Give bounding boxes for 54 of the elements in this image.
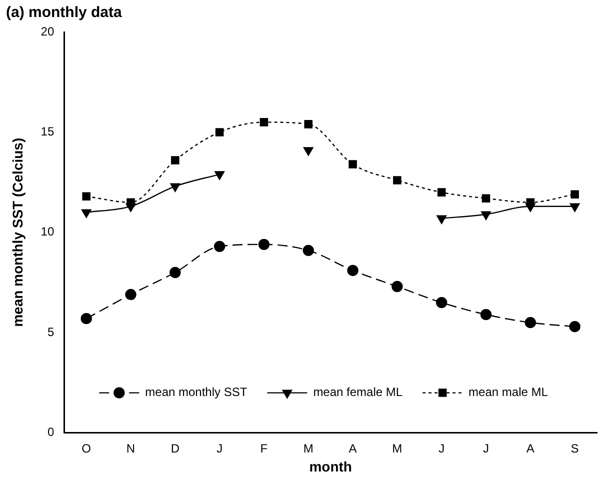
x-tick-label: A — [348, 441, 357, 456]
y-axis-title: mean monthly SST (Celcius) — [9, 138, 26, 327]
point — [304, 120, 313, 128]
point — [214, 171, 224, 180]
point — [126, 203, 136, 212]
y-tick-label: 0 — [47, 425, 54, 440]
point — [303, 147, 314, 156]
point — [436, 296, 448, 308]
x-tick-label: J — [216, 441, 223, 456]
x-tick-label: J — [482, 441, 489, 456]
point — [570, 203, 580, 212]
x-tick-label: D — [170, 441, 180, 456]
point — [437, 188, 446, 196]
x-tick-label: O — [82, 441, 92, 456]
point — [302, 244, 314, 256]
point — [480, 308, 492, 320]
x-tick-label: S — [570, 441, 579, 456]
legend-label: mean monthly SST — [145, 385, 248, 400]
point — [347, 264, 358, 276]
point — [525, 203, 536, 212]
point — [393, 176, 402, 184]
point — [171, 156, 180, 164]
point — [80, 312, 92, 324]
point — [570, 190, 579, 198]
point — [170, 266, 181, 278]
point — [214, 240, 226, 252]
point — [482, 194, 490, 202]
legend-label: mean female ML — [313, 385, 403, 400]
x-tick-label: F — [260, 441, 268, 456]
x-tick-label: N — [126, 441, 136, 456]
point — [348, 160, 357, 168]
chart-title: (a) monthly data — [6, 4, 122, 22]
point — [481, 211, 491, 220]
y-tick-label: 10 — [40, 224, 54, 239]
y-tick-label: 15 — [40, 124, 54, 139]
point — [81, 209, 92, 218]
point — [215, 128, 224, 136]
point — [436, 215, 447, 224]
point — [392, 280, 403, 292]
y-tick-label: 20 — [40, 24, 54, 38]
x-tick-label: M — [392, 441, 402, 456]
legend-label: mean male ML — [468, 385, 548, 400]
x-tick-label: J — [438, 441, 445, 456]
x-tick-label: A — [526, 441, 534, 456]
point — [524, 316, 536, 328]
x-axis-title: month — [309, 458, 352, 474]
point — [260, 118, 268, 126]
point — [258, 238, 270, 250]
point — [125, 288, 136, 300]
y-tick-label: 5 — [47, 324, 54, 339]
point — [82, 192, 90, 200]
point — [569, 320, 580, 332]
point — [170, 183, 180, 192]
x-tick-label: M — [303, 441, 314, 456]
